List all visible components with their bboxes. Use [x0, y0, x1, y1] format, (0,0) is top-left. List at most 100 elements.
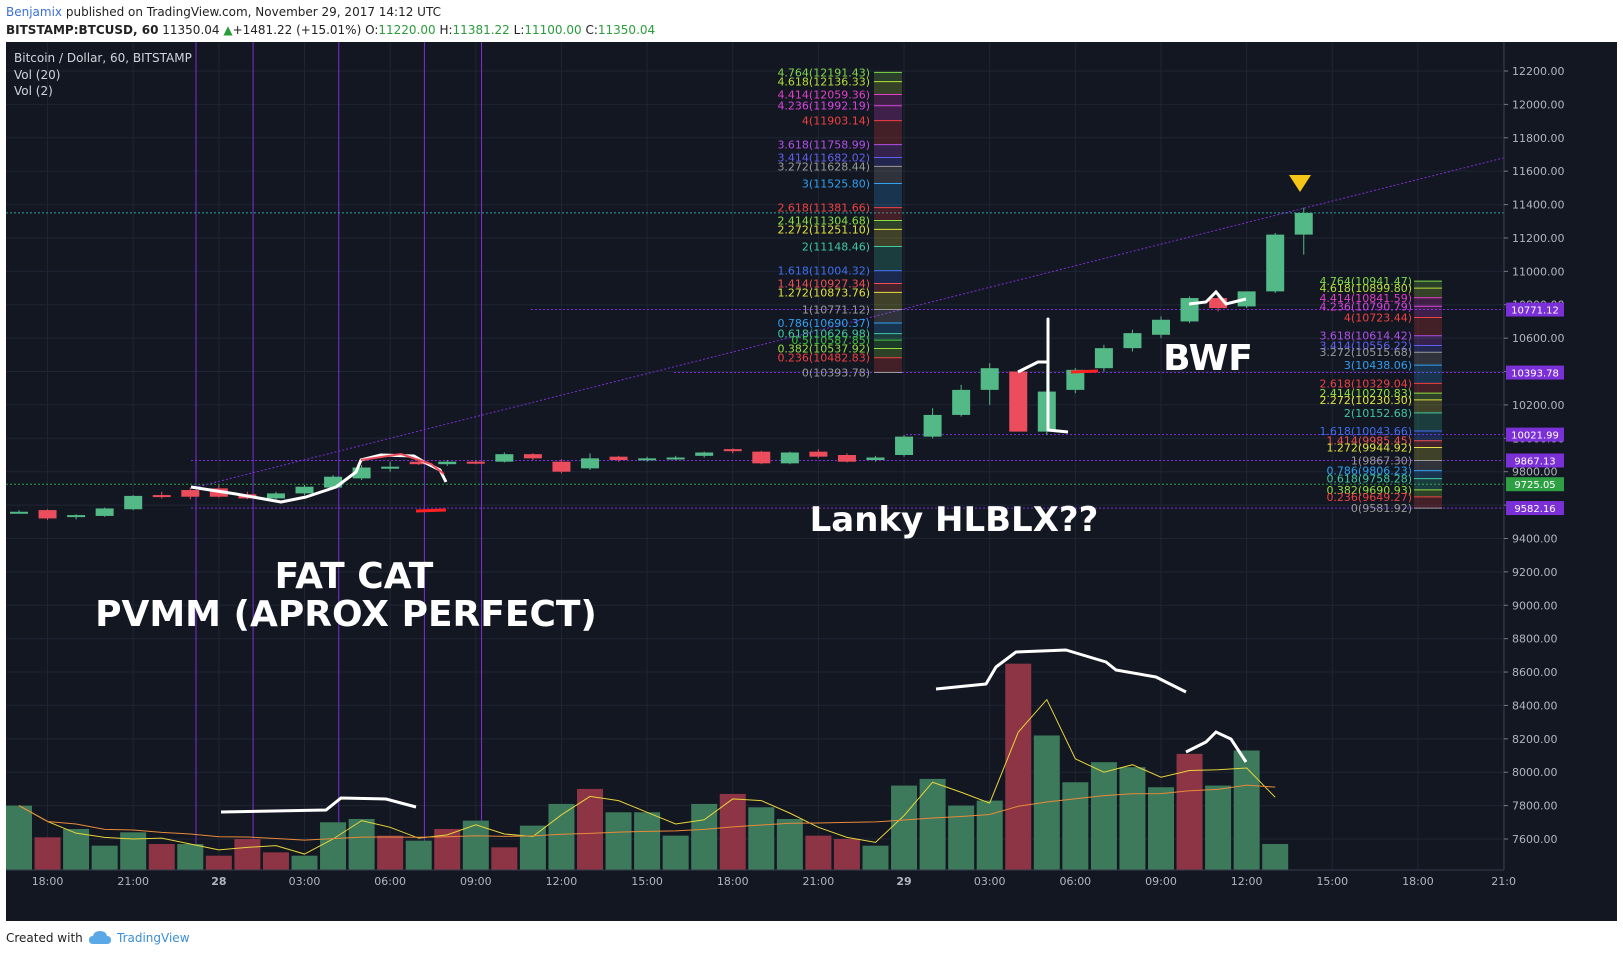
candle-body [952, 389, 971, 415]
volume-bar [291, 855, 318, 870]
fib-right-band [1414, 460, 1442, 471]
candle-body [638, 458, 657, 461]
red-marker-line [415, 508, 447, 513]
price-tag [1506, 477, 1564, 492]
text-annotations: FAT CAT PVMM (APROX PERFECT) Lanky HLBLX… [95, 338, 1253, 635]
fib-left-band [874, 220, 902, 230]
price-tick-label: 12000.00 [1512, 98, 1565, 111]
tradingview-brand-link[interactable]: TradingView [117, 931, 190, 945]
volume-bar [320, 822, 347, 870]
candle-body [1209, 298, 1228, 309]
fib-left-band [874, 166, 902, 184]
volume-bar [1119, 767, 1146, 870]
fib-right-band [1414, 496, 1442, 509]
volume-bar [405, 840, 432, 870]
time-tick-label: 28 [211, 875, 226, 888]
hand-drawings [190, 175, 1311, 814]
candle-body [1123, 333, 1142, 349]
volume-bar [1205, 785, 1232, 870]
time-tick-label: 18:00 [717, 875, 749, 888]
volume-bar [833, 839, 860, 870]
fib-left-label: 0(10393.78) [802, 367, 870, 380]
up-triangle-icon: ▲ [223, 23, 233, 37]
chart-area[interactable]: 4.764(12191.43) 4.618(12136.33) 4.414(1205… [6, 42, 1617, 921]
volume-bar [1062, 782, 1089, 870]
fib-left-band [874, 292, 902, 310]
fib-right-band [1414, 288, 1442, 298]
fib-right-label: 4(10723.44) [1344, 312, 1412, 325]
time-tick-label: 09:00 [460, 875, 492, 888]
fat-cat-red-drawing [360, 452, 445, 475]
time-tick-label: 29 [896, 875, 911, 888]
fib-left-label: 1.414(10927.34) [777, 277, 870, 290]
fib-left-band [874, 309, 902, 324]
fib-left-label: 1.272(10873.76) [777, 286, 870, 299]
candle-body [552, 461, 571, 472]
fib-left-label: 1.618(11004.32) [777, 265, 870, 278]
time-tick-label: 09:00 [1145, 875, 1177, 888]
candle-body [152, 495, 171, 498]
fib-left-label: 3.272(11628.44) [777, 160, 870, 173]
fib-left-label: 0.5(10587.85) [791, 334, 870, 347]
volume-bars [6, 663, 1289, 870]
volume-bar [1090, 762, 1117, 870]
fib-left-band [874, 72, 902, 82]
down-triangle-marker-icon [1289, 175, 1311, 192]
time-tick-label: 12:00 [546, 875, 578, 888]
fib-left-band [874, 229, 902, 247]
fib-left-label: 0.236(10482.83) [777, 352, 870, 365]
candle-body [1094, 348, 1113, 369]
time-tick-label: 15:00 [631, 875, 663, 888]
volume-hump-drawing [935, 648, 1187, 694]
fib-right-band [1414, 345, 1442, 353]
volume-bar [805, 835, 832, 870]
price-chart[interactable]: 4.764(12191.43)4.618(12136.33)4.414(1205… [6, 42, 1617, 921]
time-axis[interactable]: 18:00 21:00 28 03:00 06:00 09:00 12:00 15:00 18:… [6, 869, 1516, 888]
author-name[interactable]: Benjamix [6, 5, 63, 19]
candle-body [10, 511, 28, 514]
fib-right-band [1414, 478, 1442, 490]
volume-bar [1148, 787, 1174, 870]
price-tick-label: 9400.00 [1512, 532, 1558, 545]
fib-left-label: 4.236(11992.19) [777, 100, 870, 113]
fib-right-label: 3.414(10556.22) [1319, 339, 1412, 352]
low-label: L: [513, 23, 525, 37]
lanky-drawing [1017, 317, 1069, 434]
fib-right-label: 4.764(10941.47) [1319, 275, 1412, 288]
candle-body [295, 486, 314, 494]
fib-right-label: 0.786(9806.23) [1326, 465, 1412, 478]
fib-right-band [1414, 470, 1442, 479]
volume-flat-drawing [220, 796, 417, 814]
fib-left-band [874, 105, 902, 121]
volume-bar [662, 835, 689, 870]
time-tick-label: 21:00 [117, 875, 149, 888]
price-tick-label: 11600.00 [1512, 165, 1565, 178]
tradingview-cloud-icon [89, 931, 111, 944]
fib-right-label: 3.272(10515.68) [1319, 346, 1412, 359]
annotation-bwf: BWF [1163, 338, 1253, 379]
fib-left-band [874, 207, 902, 221]
fib-right-label: 2.272(10230.30) [1319, 394, 1412, 407]
candle-body [837, 455, 856, 462]
time-tick-label: 03:00 [974, 875, 1006, 888]
time-tick-label: 06:00 [374, 875, 406, 888]
price-tick-label: 11200.00 [1512, 232, 1565, 245]
bwf-drawing [1188, 289, 1247, 306]
candle-body [38, 510, 57, 519]
fib-right-band [1414, 412, 1442, 432]
time-tick-label: 18:00 [32, 875, 64, 888]
fib-right-label: 4.414(10841.59) [1319, 292, 1412, 305]
candle-body [809, 451, 828, 457]
candle-body [181, 490, 200, 497]
fib-left-band [874, 120, 902, 145]
volume-bar [1233, 750, 1260, 870]
candle-body [1152, 319, 1170, 335]
published-text: published on TradingView.com, November 2… [65, 5, 441, 19]
chart-background [6, 42, 1617, 921]
fib-left-band [874, 157, 902, 167]
candle-body [581, 458, 599, 469]
price-tags: 10771.12 10393.78 10021.99 9867.13 9725.05 95… [1506, 302, 1564, 516]
price-tag-label: 9725.05 [1514, 480, 1555, 491]
volume-bar [719, 793, 746, 870]
volume-bar [634, 812, 661, 870]
